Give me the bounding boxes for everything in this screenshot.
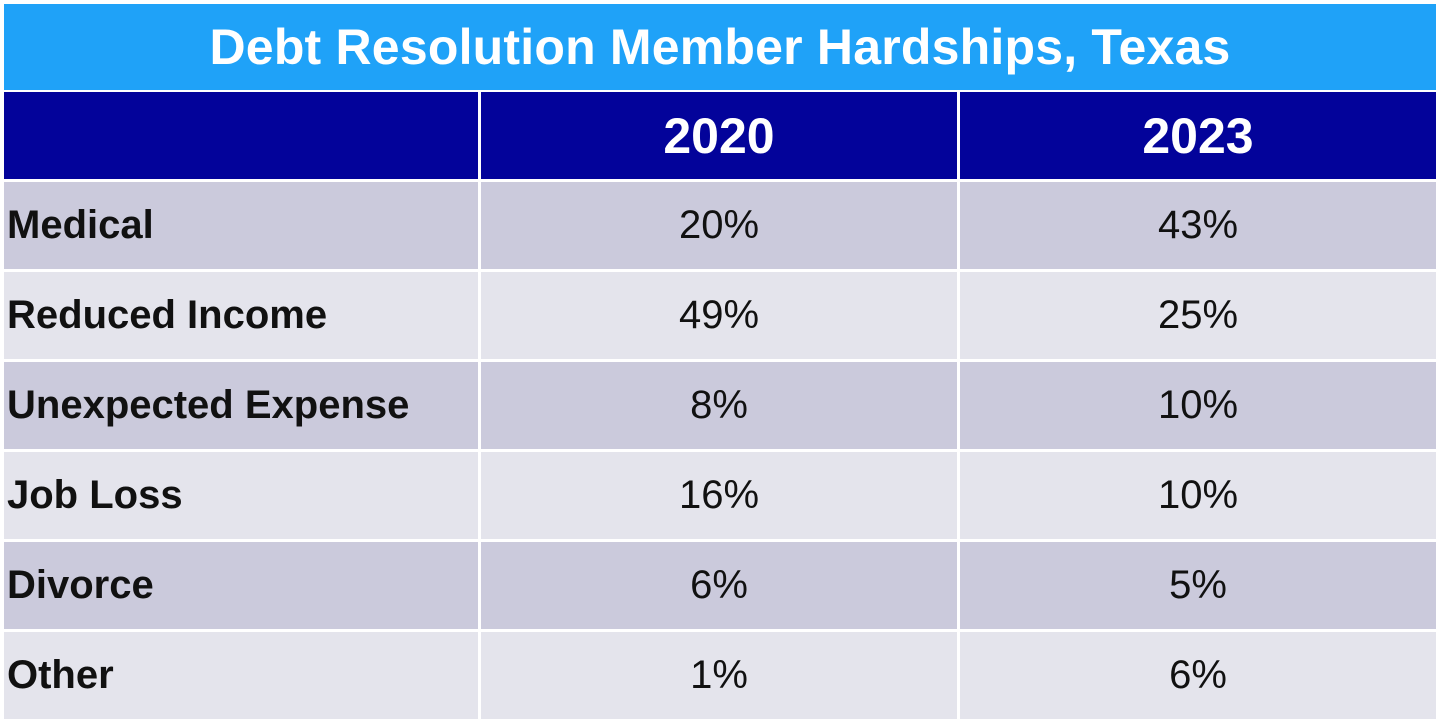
- row-label: Other: [4, 632, 478, 719]
- row-label: Medical: [4, 182, 478, 269]
- cell-2023: 10%: [960, 452, 1436, 539]
- cell-2023: 25%: [960, 272, 1436, 359]
- cell-2020: 6%: [481, 542, 957, 629]
- row-label: Divorce: [4, 542, 478, 629]
- column-header-2023: 2023: [960, 92, 1436, 179]
- cell-2020: 8%: [481, 362, 957, 449]
- row-label: Reduced Income: [4, 272, 478, 359]
- row-label: Unexpected Expense: [4, 362, 478, 449]
- cell-2023: 43%: [960, 182, 1436, 269]
- hardships-table: 2020 2023 Medical 20% 43% Reduced Income…: [1, 89, 1439, 722]
- column-header-2020: 2020: [481, 92, 957, 179]
- table-title: Debt Resolution Member Hardships, Texas: [4, 4, 1436, 90]
- cell-2023: 5%: [960, 542, 1436, 629]
- table-row: Divorce 6% 5%: [4, 542, 1436, 629]
- cell-2020: 20%: [481, 182, 957, 269]
- header-row: 2020 2023: [4, 92, 1436, 179]
- table-row: Other 1% 6%: [4, 632, 1436, 719]
- cell-2023: 6%: [960, 632, 1436, 719]
- table-row: Job Loss 16% 10%: [4, 452, 1436, 539]
- row-label: Job Loss: [4, 452, 478, 539]
- table-row: Unexpected Expense 8% 10%: [4, 362, 1436, 449]
- cell-2020: 1%: [481, 632, 957, 719]
- header-empty-cell: [4, 92, 478, 179]
- cell-2020: 16%: [481, 452, 957, 539]
- table-row: Medical 20% 43%: [4, 182, 1436, 269]
- cell-2023: 10%: [960, 362, 1436, 449]
- cell-2020: 49%: [481, 272, 957, 359]
- table-row: Reduced Income 49% 25%: [4, 272, 1436, 359]
